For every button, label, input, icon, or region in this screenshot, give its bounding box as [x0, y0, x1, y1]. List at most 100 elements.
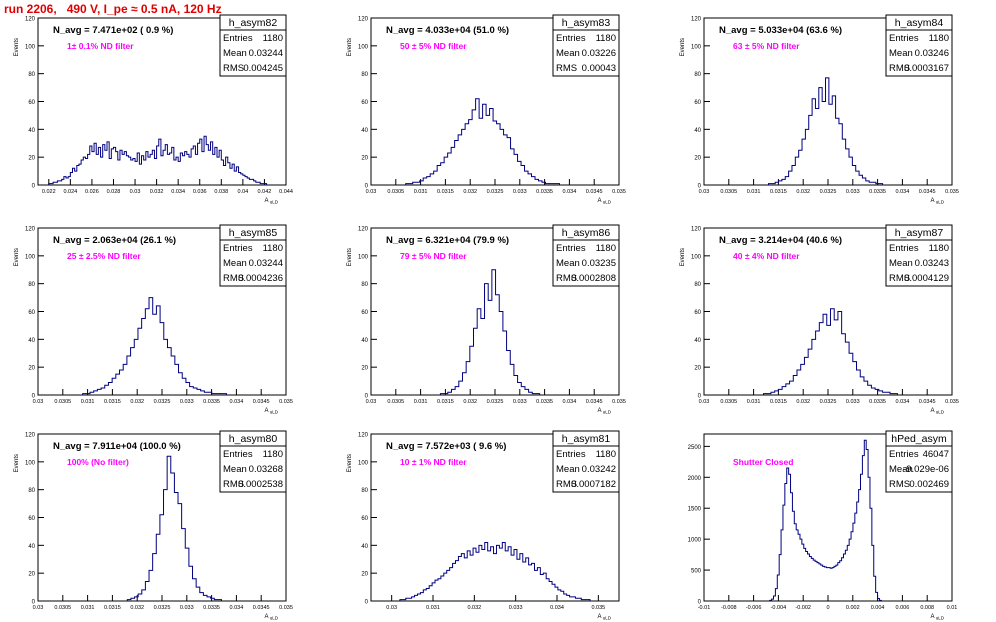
y-axis-title: Events	[14, 38, 20, 56]
y-tick-label: 60	[28, 310, 35, 316]
y-tick-label: 0	[32, 394, 36, 400]
x-tick-label: 0.0345	[253, 605, 270, 611]
stats-key-entries: Entries	[223, 33, 253, 44]
n-avg-label: N_avg = 3.214e+04 (40.6 %)	[719, 235, 842, 246]
x-tick-label: 0.031	[81, 399, 95, 405]
x-tick-label: 0.034	[563, 399, 577, 405]
y-tick-label: 0	[365, 600, 369, 606]
x-tick-label: 0.0325	[820, 189, 837, 195]
y-tick-label: 120	[358, 433, 369, 439]
stats-value-entries: 1180	[596, 243, 616, 254]
x-tick-label: 0.0345	[919, 399, 936, 405]
stats-value-entries: 1180	[596, 33, 616, 44]
x-axis-title: A uLD	[264, 198, 278, 205]
x-tick-label: 0.0345	[586, 189, 603, 195]
x-tick-label: 0.032	[467, 605, 481, 611]
stats-value-entries: 46047	[923, 449, 949, 460]
x-tick-label: 0.0305	[387, 399, 404, 405]
filter-note: 25 ± 2.5% ND filter	[67, 251, 141, 261]
y-tick-label: 80	[361, 488, 368, 494]
x-axis-title: A uLD	[597, 198, 611, 205]
y-tick-label: 60	[361, 100, 368, 106]
x-tick-label: 0.031	[426, 605, 440, 611]
y-tick-label: 60	[694, 100, 701, 106]
y-tick-label: 100	[358, 44, 369, 50]
y-tick-label: 0	[698, 184, 702, 190]
y-tick-label: 120	[358, 17, 369, 23]
x-tick-label: -0.01	[698, 605, 711, 611]
x-tick-label: 0.032	[796, 189, 810, 195]
y-tick-label: 0	[32, 600, 36, 606]
x-tick-label: 0.0305	[54, 399, 71, 405]
histogram-panel-h_asym85: 0 20 40 60 80 100 120 0.03 0.0305 0.031 0.0315 0.03…	[14, 224, 293, 415]
x-axis-title: A uLD	[930, 614, 944, 621]
filter-note: 100% (No filter)	[67, 457, 129, 467]
y-tick-label: 20	[28, 572, 35, 578]
x-tick-label: 0.033	[509, 605, 523, 611]
filter-note: 1± 0.1% ND filter	[67, 41, 134, 51]
y-tick-label: 20	[361, 572, 368, 578]
x-tick-label: 0.0305	[54, 605, 71, 611]
stats-title: hPed_asym	[891, 433, 947, 445]
stats-value-entries: 1180	[263, 449, 283, 460]
stats-value-rms: 0.0002538	[238, 479, 283, 490]
y-axis-title: Events	[347, 454, 353, 472]
y-tick-label: 80	[694, 282, 701, 288]
x-tick-label: 0.01	[947, 605, 958, 611]
x-tick-label: 0.0305	[387, 189, 404, 195]
stats-value-rms: 0.0002808	[571, 273, 616, 284]
stats-key-rms: RMS	[889, 63, 910, 74]
y-tick-label: 80	[694, 72, 701, 78]
x-tick-label: 0.036	[193, 189, 207, 195]
stats-key-rms: RMS	[556, 479, 577, 490]
x-axis-title: A uLD	[597, 614, 611, 621]
x-tick-label: 0.006	[896, 605, 910, 611]
n-avg-label: N_avg = 7.471e+02 ( 0.9 %)	[53, 25, 173, 36]
x-tick-label: 0	[826, 605, 829, 611]
stats-value-rms: 0.0004129	[904, 273, 949, 284]
stats-key-mean: Mean	[223, 48, 247, 59]
stats-value-mean: 0.03242	[582, 464, 616, 475]
n-avg-label: N_avg = 2.063e+04 (26.1 %)	[53, 235, 176, 246]
x-tick-label: 0.032	[150, 189, 164, 195]
x-tick-label: 0.034	[896, 189, 910, 195]
stats-value-mean: 0.03246	[915, 48, 949, 59]
x-tick-label: 0.032	[463, 399, 477, 405]
x-tick-label: 0.0325	[487, 399, 504, 405]
stats-value-entries: 1180	[263, 33, 283, 44]
n-avg-label: N_avg = 7.911e+04 (100.0 %)	[53, 441, 181, 452]
x-tick-label: 0.033	[180, 399, 194, 405]
histogram-panel-h_asym87: 0 20 40 60 80 100 120 0.03 0.0305 0.031 0.0315 0.03…	[680, 224, 959, 415]
y-tick-label: 80	[361, 282, 368, 288]
y-tick-label: 60	[28, 100, 35, 106]
stats-key-mean: Mean	[889, 258, 913, 269]
y-tick-label: 40	[28, 128, 35, 134]
stats-value-rms: 0.00043	[582, 63, 616, 74]
filter-note: 63 ± 5% ND filter	[733, 41, 800, 51]
y-tick-label: 60	[361, 310, 368, 316]
filter-note: 50 ± 5% ND filter	[400, 41, 467, 51]
y-tick-label: 20	[28, 366, 35, 372]
stats-title: h_asym86	[562, 227, 611, 239]
y-tick-label: 40	[28, 544, 35, 550]
x-tick-label: 0.032	[463, 189, 477, 195]
y-axis-title: Events	[680, 248, 686, 266]
x-tick-label: 0.026	[85, 189, 99, 195]
x-tick-label: 0.034	[230, 605, 244, 611]
x-tick-label: 0.0335	[869, 189, 886, 195]
x-tick-label: 0.034	[171, 189, 185, 195]
stats-key-mean: Mean	[889, 48, 913, 59]
x-tick-label: 0.004	[871, 605, 885, 611]
y-tick-label: 100	[358, 254, 369, 260]
stats-key-rms: RMS	[556, 273, 577, 284]
y-tick-label: 0	[698, 394, 702, 400]
stats-value-rms: 0.0004236	[238, 273, 283, 284]
y-tick-label: 60	[28, 516, 35, 522]
x-tick-label: 0.024	[63, 189, 77, 195]
stats-box	[885, 224, 953, 287]
x-axis-title: A uLD	[264, 408, 278, 415]
stats-key-mean: Mean	[556, 258, 580, 269]
x-tick-label: 0.0325	[154, 399, 171, 405]
histogram-series-h_asym80	[126, 455, 223, 601]
